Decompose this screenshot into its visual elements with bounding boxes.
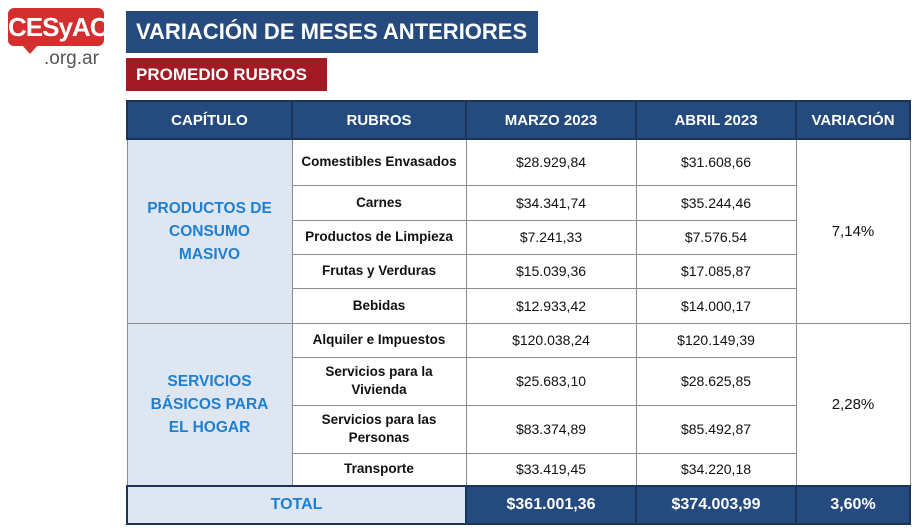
abril-cell: $120.149,39 — [635, 322, 797, 358]
table-header-row: CAPÍTULO RUBROS MARZO 2023 ABRIL 2023 VA… — [126, 100, 911, 140]
abril-cell: $35.244,46 — [635, 184, 797, 221]
rubro-cell: Transporte — [291, 452, 467, 487]
marzo-cell: $7.241,33 — [465, 219, 637, 255]
table-row: Frutas y Verduras $15.039,36 $17.085,87 — [127, 253, 910, 289]
marzo-cell: $25.683,10 — [465, 356, 637, 406]
rubro-cell: Productos de Limpieza — [291, 219, 467, 255]
table-row: SERVICIOS BÁSICOS PARA EL HOGAR Alquiler… — [126, 322, 911, 487]
capitulo-cell: PRODUCTOS DE CONSUMO MASIVO — [126, 138, 293, 324]
abril-cell: $14.000,17 — [635, 287, 797, 324]
header-capitulo: CAPÍTULO — [126, 100, 293, 140]
variacion-cell: 2,28% — [795, 322, 911, 487]
table-row: PRODUCTOS DE CONSUMO MASIVO Comestibles … — [126, 138, 911, 324]
total-abril: $374.003,99 — [635, 485, 797, 525]
header-rubros: RUBROS — [291, 100, 467, 140]
table-row: Productos de Limpieza $7.241,33 $7.576.5… — [127, 219, 910, 255]
page-title: VARIACIÓN DE MESES ANTERIORES — [126, 11, 538, 53]
rubro-cell: Alquiler e Impuestos — [291, 322, 467, 358]
rubro-cell: Carnes — [291, 184, 467, 221]
total-row: TOTAL $361.001,36 $374.003,99 3,60% — [126, 485, 911, 525]
rubro-cell: Servicios para las Personas — [291, 404, 467, 454]
header-marzo: MARZO 2023 — [465, 100, 637, 140]
total-variacion: 3,60% — [795, 485, 911, 525]
cesyac-logo: CESyAC .org.ar — [8, 8, 118, 72]
rubro-cell: Bebidas — [291, 287, 467, 324]
rubro-cell: Servicios para la Vivienda — [291, 356, 467, 406]
marzo-cell: $120.038,24 — [465, 322, 637, 358]
logo-brand: CESyAC — [8, 8, 108, 54]
table-row: Bebidas $12.933,42 $14.000,17 — [127, 287, 910, 324]
variacion-cell: 7,14% — [795, 138, 911, 324]
page-subtitle: PROMEDIO RUBROS — [126, 58, 327, 91]
abril-cell: $34.220,18 — [635, 452, 797, 487]
table-row: Servicios para las Personas $83.374,89 $… — [127, 404, 910, 454]
logo-domain: .org.ar — [44, 48, 99, 69]
abril-cell: $31.608,66 — [635, 138, 797, 186]
header-abril: ABRIL 2023 — [635, 100, 797, 140]
table-row: Servicios para la Vivienda $25.683,10 $2… — [127, 356, 910, 406]
rubros-table: CAPÍTULO RUBROS MARZO 2023 ABRIL 2023 VA… — [126, 100, 911, 525]
rubro-cell: Frutas y Verduras — [291, 253, 467, 289]
marzo-cell: $83.374,89 — [465, 404, 637, 454]
marzo-cell: $15.039,36 — [465, 253, 637, 289]
marzo-cell: $12.933,42 — [465, 287, 637, 324]
rubro-cell: Comestibles Envasados — [291, 138, 467, 186]
abril-cell: $17.085,87 — [635, 253, 797, 289]
abril-cell: $85.492,87 — [635, 404, 797, 454]
marzo-cell: $33.419,45 — [465, 452, 637, 487]
marzo-cell: $34.341,74 — [465, 184, 637, 221]
abril-cell: $28.625,85 — [635, 356, 797, 406]
abril-cell: $7.576.54 — [635, 219, 797, 255]
total-marzo: $361.001,36 — [465, 485, 637, 525]
table-row: Carnes $34.341,74 $35.244,46 — [127, 184, 910, 221]
header-variacion: VARIACIÓN — [795, 100, 911, 140]
marzo-cell: $28.929,84 — [465, 138, 637, 186]
table-row: Transporte $33.419,45 $34.220,18 — [127, 452, 910, 487]
capitulo-cell: SERVICIOS BÁSICOS PARA EL HOGAR — [126, 322, 293, 487]
total-label: TOTAL — [126, 485, 467, 525]
